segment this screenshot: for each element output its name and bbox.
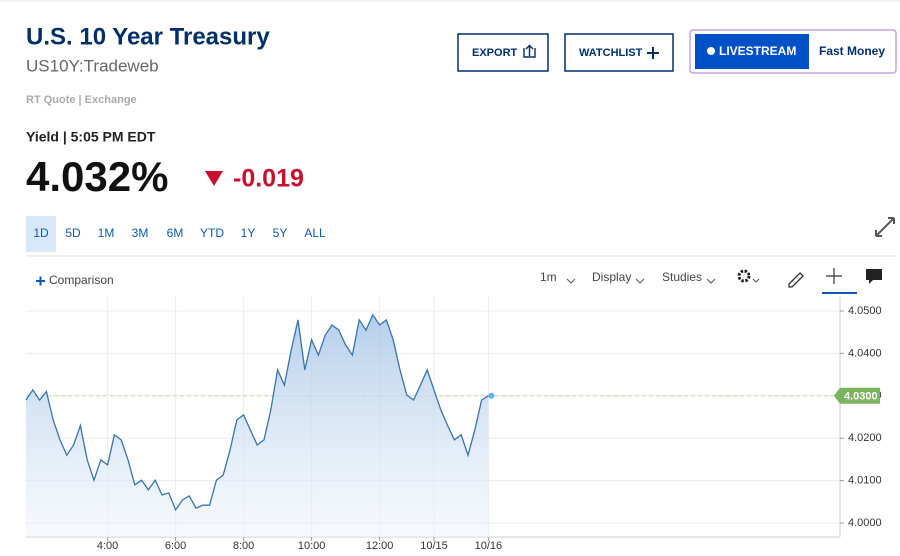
range[interactable]: 1M xyxy=(98,226,115,240)
draw-icon[interactable] xyxy=(788,272,804,288)
x-tick-label: 10/16 xyxy=(475,540,503,552)
x-tick-label: 10:00 xyxy=(298,540,326,552)
range[interactable]: ALL xyxy=(304,226,326,240)
area xyxy=(26,314,489,537)
comment-icon[interactable] xyxy=(866,269,882,284)
quote-source: RT Quote | Exchange xyxy=(26,94,137,106)
plus-icon xyxy=(647,47,659,59)
chevron xyxy=(752,278,760,283)
x-tick-label: 12:00 xyxy=(366,540,394,552)
y-tick-label: 4.0000 xyxy=(848,517,882,529)
range[interactable]: YTD xyxy=(200,226,224,240)
down-arrow xyxy=(205,171,223,186)
display[interactable]: Display xyxy=(592,270,631,284)
show-label[interactable]: Fast Money xyxy=(819,44,885,58)
yield-time: Yield | 5:05 PM EDT xyxy=(26,129,156,145)
y-tick-label: 4.0500 xyxy=(848,305,882,317)
range[interactable]: 5Y xyxy=(273,226,288,240)
line xyxy=(25,313,489,512)
x-tick-label: 4:00 xyxy=(97,540,118,552)
range-selected xyxy=(26,216,56,252)
chevron xyxy=(635,278,645,284)
symbol: US10Y:Tradeweb xyxy=(26,56,159,75)
y-tick-label: 4.0400 xyxy=(848,347,882,359)
x-tick-label: 8:00 xyxy=(233,540,254,552)
comparison[interactable]: Comparison xyxy=(49,273,114,287)
chevron xyxy=(566,278,576,284)
last-point xyxy=(488,392,495,399)
chevron xyxy=(706,278,716,284)
settings-icon[interactable] xyxy=(737,269,751,283)
range[interactable]: 3M xyxy=(132,226,149,240)
export-label: EXPORT xyxy=(472,47,518,59)
x-tick-label: 10/15 xyxy=(420,540,448,552)
chart: 4.0000 4.0100 4.0200 4.0300 4.0400 4.0500 4:00… xyxy=(25,297,882,552)
y-tick-label: 4.0200 xyxy=(848,432,882,444)
title: U.S. 10 Year Treasury xyxy=(26,23,270,50)
studies[interactable]: Studies xyxy=(662,270,702,284)
interval[interactable]: 1m xyxy=(540,270,557,284)
range[interactable]: 5D xyxy=(65,226,81,240)
plus-icon xyxy=(36,276,45,286)
price-badge-label: 4.0300 xyxy=(844,391,878,403)
export-icon xyxy=(523,44,536,58)
range[interactable]: 1D xyxy=(33,226,49,240)
crosshair-icon[interactable] xyxy=(826,268,842,284)
export-button[interactable] xyxy=(457,33,549,72)
y-tick-label: 4.0100 xyxy=(848,475,882,487)
range[interactable]: 6M xyxy=(167,226,184,240)
watchlist-label: WATCHLIST xyxy=(579,47,643,59)
live-dot xyxy=(707,47,715,55)
x-tick-label: 6:00 xyxy=(165,540,186,552)
price: 4.032% xyxy=(26,153,168,200)
price-badge xyxy=(834,387,880,404)
expand-icon[interactable] xyxy=(875,217,895,237)
livestream-label: LIVESTREAM xyxy=(719,44,796,58)
change: -0.019 xyxy=(233,165,304,193)
range[interactable]: 1Y xyxy=(241,226,256,240)
